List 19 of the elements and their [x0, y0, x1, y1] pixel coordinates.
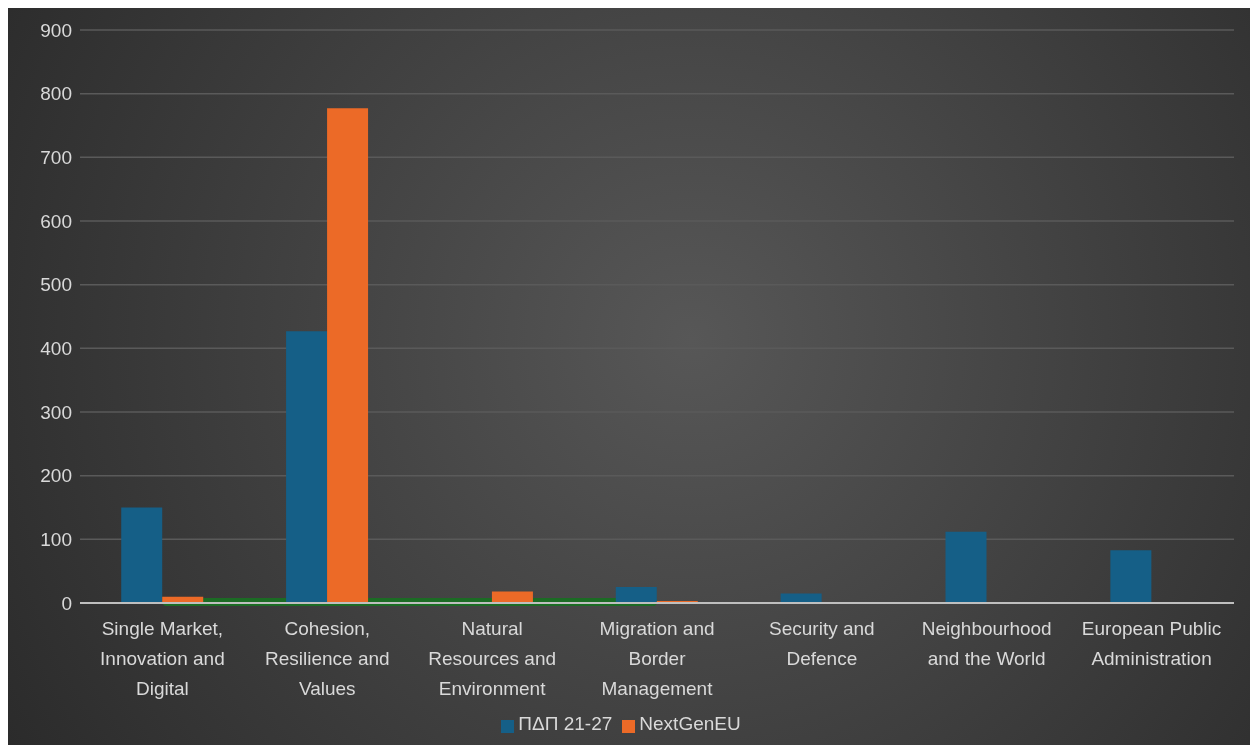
x-tick-label: Cohesion, Resilience and Values: [264, 618, 390, 699]
y-tick-label: 200: [40, 465, 72, 487]
y-tick-label: 700: [40, 147, 72, 169]
y-tick-label: 600: [40, 210, 72, 232]
y-tick-label: 0: [61, 592, 72, 614]
x-tick-label: Security and Defence: [769, 618, 875, 669]
x-tick-label: Single Market, Innovation and Digital: [100, 618, 225, 699]
y-tick-label: 900: [40, 19, 72, 41]
y-tick-label: 400: [40, 338, 72, 360]
x-tick-label: Neighbourhood and the World: [921, 618, 1052, 669]
x-tick-label: Migration and Border Management: [599, 618, 715, 699]
x-tick-label: Natural Resources and Environment: [428, 618, 557, 699]
y-tick-label: 100: [40, 529, 72, 551]
y-tick-label: 500: [40, 274, 72, 296]
y-tick-label: 300: [40, 401, 72, 423]
x-tick-label: European Public Administration: [1081, 618, 1222, 669]
y-tick-label: 800: [40, 83, 72, 105]
legend-label: ΠΔΠ 21-27: [518, 713, 613, 734]
legend-label: NextGenEU: [639, 713, 741, 734]
